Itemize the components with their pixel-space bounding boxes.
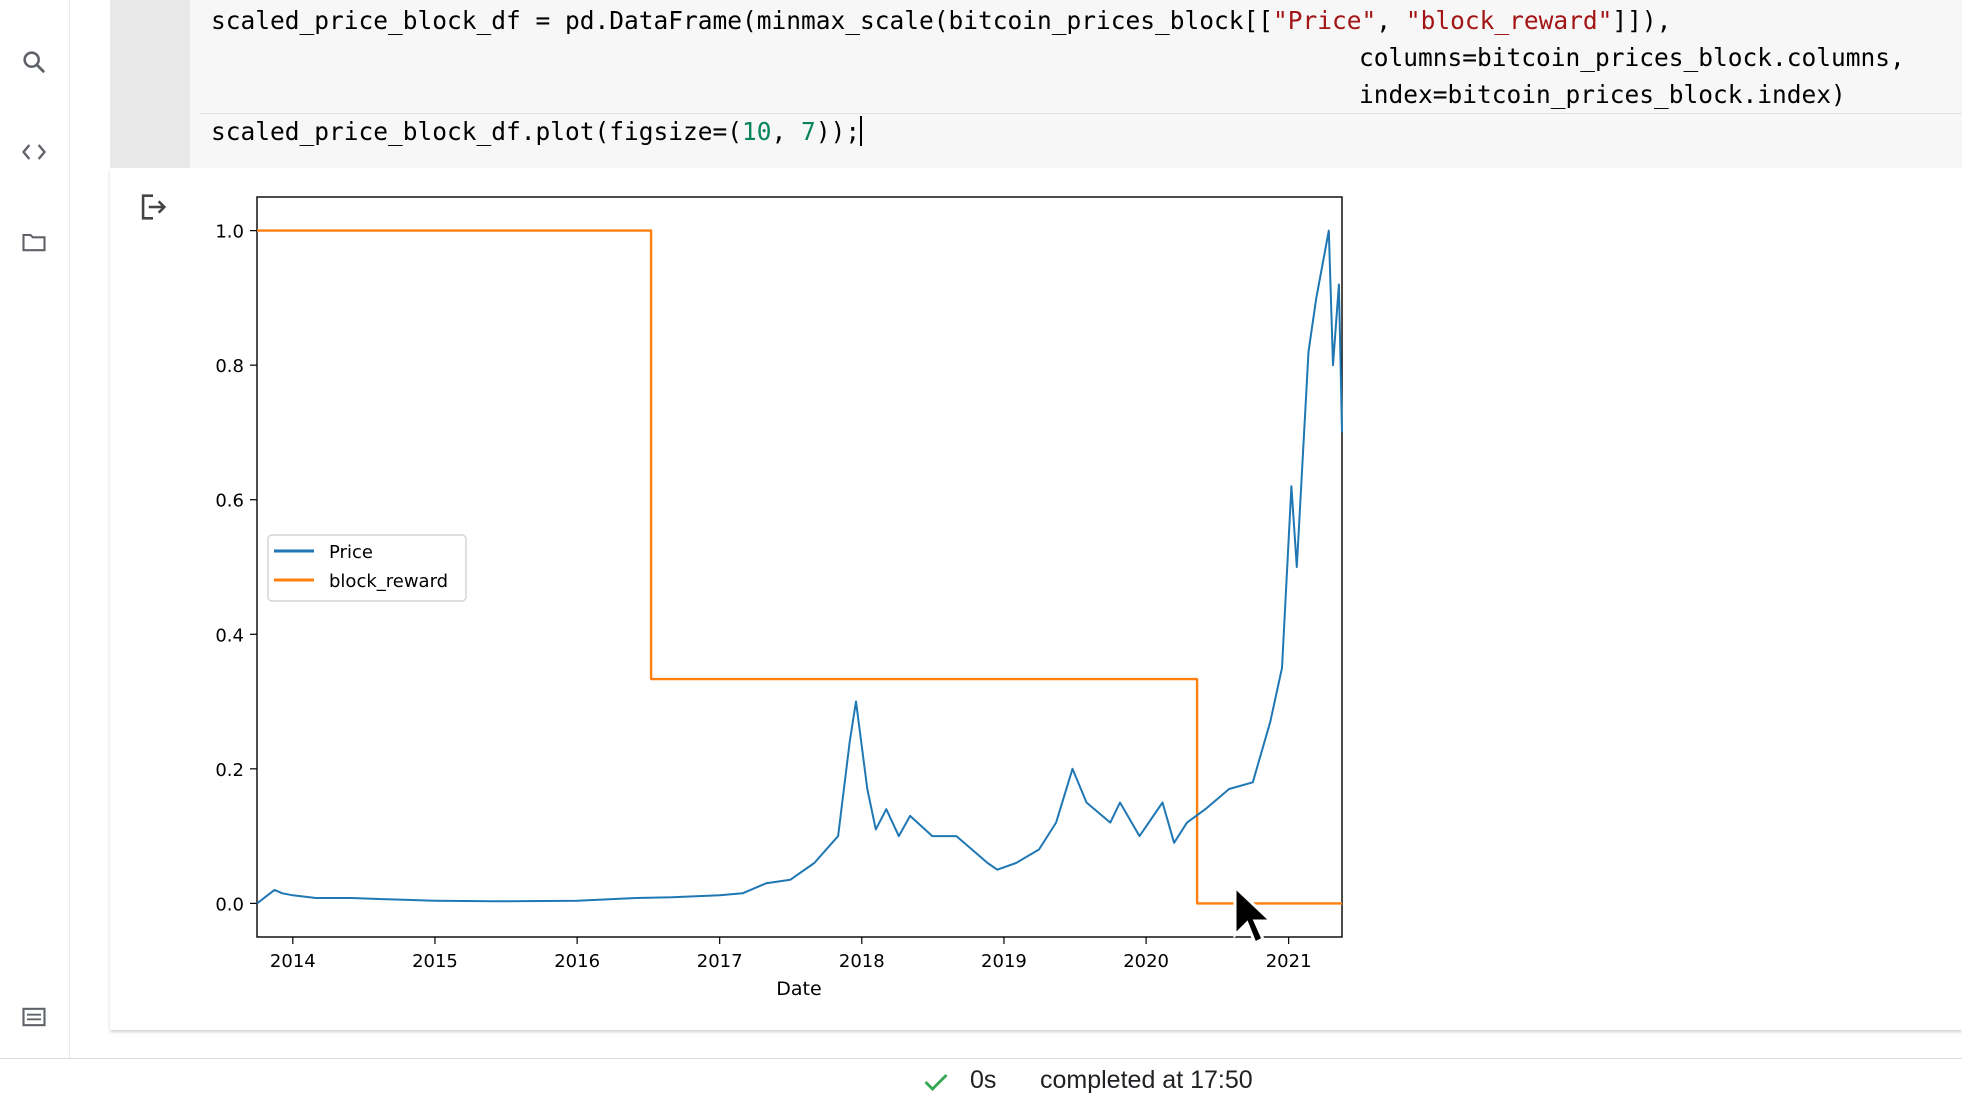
search-icon[interactable] xyxy=(16,44,52,80)
status-message: completed at 17:50 xyxy=(1040,1066,1253,1094)
code-line-2[interactable]: columns=bitcoin_prices_block.columns, xyxy=(1359,43,1905,72)
y-tick-label: 1.0 xyxy=(215,222,244,243)
terminal-icon[interactable] xyxy=(16,999,52,1035)
y-tick-label: 0.0 xyxy=(215,894,244,915)
chart-legend: Price block_reward xyxy=(267,534,467,602)
x-tick-label: 2014 xyxy=(270,951,316,972)
left-sidebar xyxy=(0,0,70,1058)
output-redirect-icon[interactable] xyxy=(136,190,170,224)
code-snippets-icon[interactable] xyxy=(16,134,52,170)
code-text: )); xyxy=(815,117,861,146)
execution-time: 0s xyxy=(970,1066,997,1094)
series-line-block-reward xyxy=(257,229,1342,905)
x-tick-label: 2018 xyxy=(839,951,885,972)
code-text: scaled_price_block_df.plot(figsize=( xyxy=(211,117,743,146)
code-text: scaled_price_block_df = pd.DataFrame(min… xyxy=(211,6,1274,35)
y-tick-label: 0.8 xyxy=(215,356,244,377)
code-text: ]]), xyxy=(1612,6,1672,35)
legend-label-price: Price xyxy=(329,542,373,563)
y-tick-label: 0.4 xyxy=(215,625,244,646)
legend-label-block-reward: block_reward xyxy=(329,571,448,592)
code-line-1[interactable]: scaled_price_block_df = pd.DataFrame(min… xyxy=(211,2,1671,39)
x-tick-label: 2015 xyxy=(412,951,458,972)
code-string: "block_reward" xyxy=(1405,6,1613,35)
x-tick-label: 2020 xyxy=(1123,951,1169,972)
code-editor[interactable]: scaled_price_block_df = pd.DataFrame(min… xyxy=(200,0,1962,168)
status-bar xyxy=(0,1058,1962,1105)
mouse-pointer-icon xyxy=(1233,885,1273,946)
code-divider xyxy=(200,113,1962,114)
code-number: 7 xyxy=(801,117,816,146)
x-tick-label: 2019 xyxy=(981,951,1027,972)
code-text: , xyxy=(1376,6,1406,35)
x-axis-label: Date xyxy=(776,978,821,1000)
series-line-price xyxy=(256,229,1343,905)
cell-gutter[interactable] xyxy=(110,0,190,168)
code-cell[interactable]: scaled_price_block_df = pd.DataFrame(min… xyxy=(110,0,1962,168)
legend-box xyxy=(267,534,467,602)
x-tick-label: 2016 xyxy=(554,951,600,972)
x-tick-label: 2017 xyxy=(697,951,743,972)
code-number: 10 xyxy=(742,117,772,146)
x-tick-label: 2021 xyxy=(1266,951,1312,972)
check-icon xyxy=(924,1073,948,1092)
code-string: "Price" xyxy=(1273,6,1377,35)
line-chart: 0.0 0.2 0.4 0.6 0.8 1.0 2014 2015 2016 2017 2018 2… xyxy=(215,196,1343,1000)
code-line-3[interactable]: index=bitcoin_prices_block.index) xyxy=(1359,80,1846,109)
code-text: , xyxy=(771,117,802,146)
text-caret xyxy=(860,116,863,146)
y-tick-label: 0.6 xyxy=(215,491,244,512)
code-line-4[interactable]: scaled_price_block_df.plot(figsize=(10, … xyxy=(211,113,863,150)
y-tick-label: 0.2 xyxy=(215,760,244,781)
folder-icon[interactable] xyxy=(16,224,52,260)
